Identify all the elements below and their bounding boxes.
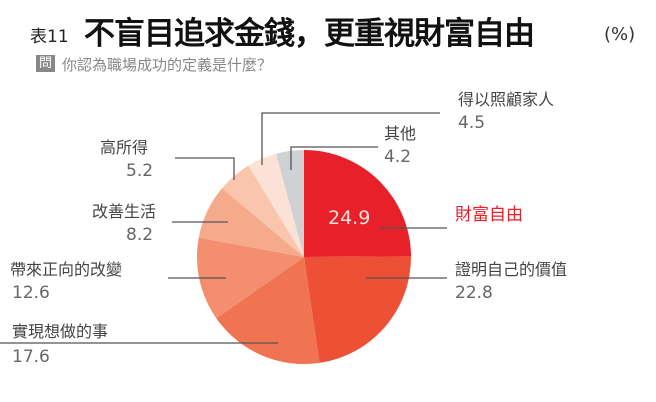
pie-slice-1	[304, 256, 411, 363]
legend-label-2: 實現想做的事	[12, 322, 109, 341]
data-label-6: 4.5	[458, 113, 486, 133]
pie-slice-0	[304, 150, 411, 257]
pie-slice-4	[198, 188, 304, 257]
data-label-0: 24.9	[328, 207, 371, 229]
pie-slice-2	[216, 257, 320, 364]
data-label-1: 22.8	[455, 283, 493, 303]
data-label-3: 12.6	[12, 283, 50, 303]
data-label-7: 4.2	[384, 147, 412, 167]
question-badge: 問	[36, 55, 56, 72]
leader-line-5	[175, 157, 235, 180]
data-label-2: 17.6	[12, 347, 50, 367]
data-label-4: 8.2	[126, 225, 154, 245]
table-number: 表11	[30, 27, 69, 47]
legend-label-7: 其他	[384, 124, 417, 143]
legend-label-4: 改善生活	[92, 202, 157, 221]
leader-line-7	[290, 146, 378, 170]
leader-line-6	[261, 112, 440, 165]
legend-label-5: 高所得	[100, 138, 149, 157]
data-label-5: 5.2	[126, 161, 154, 181]
pie-slice-5	[221, 165, 304, 257]
question-text: 你認為職場成功的定義是什麼？	[62, 56, 273, 74]
legend-label-6: 得以照顧家人	[458, 90, 555, 109]
legend-label-3: 帶來正向的改變	[10, 260, 123, 279]
pie-slice-7	[276, 150, 304, 257]
leader-lines	[0, 112, 447, 344]
pie-slice-3	[196, 237, 304, 319]
legend-label-1: 證明自己的價值	[455, 260, 568, 279]
pie-slice-6	[248, 153, 304, 257]
legend-label-0: 財富自由	[455, 205, 523, 225]
chart-title: 不盲目追求金錢，更重視財富自由	[84, 16, 535, 52]
unit-label: (%)	[604, 24, 636, 45]
